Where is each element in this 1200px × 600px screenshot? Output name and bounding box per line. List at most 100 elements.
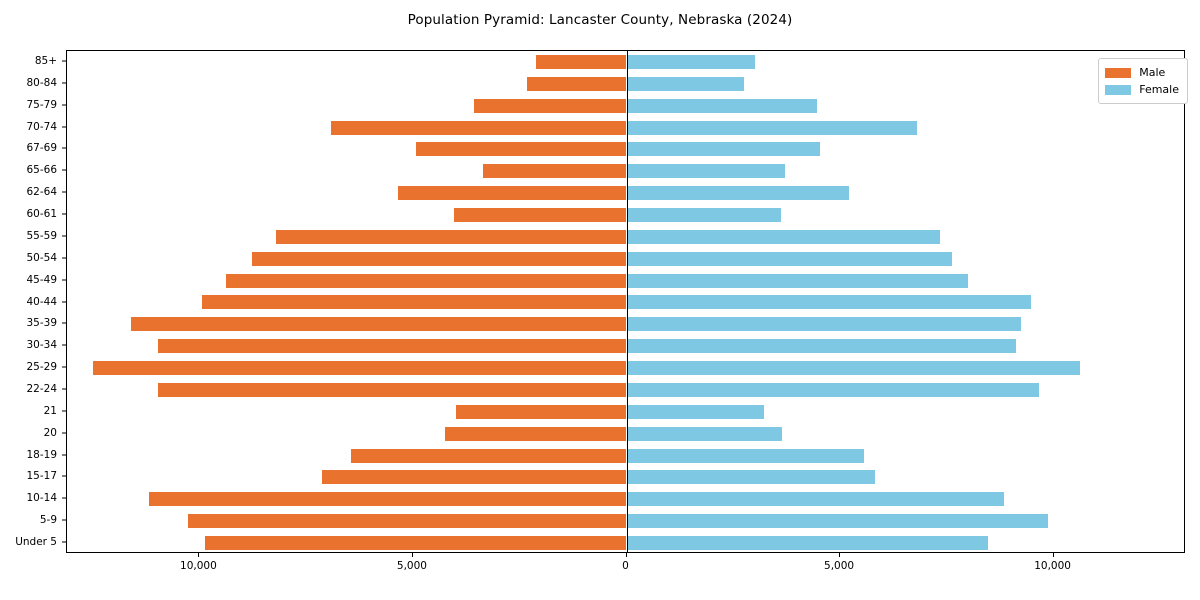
bar-male-55-59 [276, 229, 627, 244]
y-tick-mark [62, 147, 66, 149]
bar-row [67, 226, 1184, 248]
bar-female-80-84 [626, 76, 745, 91]
bars-layer [67, 51, 1184, 552]
y-tick-label: 5-9 [39, 514, 57, 527]
bar-row [67, 117, 1184, 139]
bar-row [67, 401, 1184, 423]
bar-female-60-61 [626, 208, 781, 222]
bar-female-70-74 [626, 120, 918, 135]
bar-female-55-59 [626, 229, 941, 244]
y-axis: 85+ 80-84 75-79 70-74 67-69 65-66 62-64 60-61 55… [0, 50, 66, 553]
bar-male-65-66 [483, 164, 627, 179]
bar-row [67, 292, 1184, 314]
bar-row [67, 510, 1184, 532]
legend-swatch-icon [1105, 84, 1132, 95]
chart-legend: Male Female [1098, 58, 1188, 104]
bar-female-5-9 [626, 514, 1048, 529]
y-tick-mark [62, 301, 66, 302]
bar-male-80-84 [526, 76, 627, 91]
bar-male-20 [445, 426, 627, 441]
y-tick-mark [62, 410, 66, 412]
bar-male-30-34 [157, 339, 627, 354]
bar-male-5-9 [188, 514, 627, 529]
x-tick-label: 5,000 [396, 560, 427, 572]
x-axis: 10,000 5,000 0 5,000 10,000 [66, 553, 1185, 593]
y-tick-mark [62, 519, 66, 521]
bar-female-62-64 [626, 186, 850, 201]
bar-male-40-44 [201, 295, 627, 310]
bar-row [67, 423, 1184, 445]
bar-male-85- [535, 54, 627, 69]
y-tick-mark [62, 235, 66, 237]
y-tick-label: 25-29 [26, 361, 57, 374]
y-tick-mark [62, 257, 66, 259]
bar-row [67, 138, 1184, 160]
bar-row [67, 51, 1184, 73]
legend-label: Female [1139, 83, 1179, 96]
bar-male-under-5 [204, 536, 627, 551]
y-tick-mark [62, 344, 66, 346]
bar-row [67, 270, 1184, 292]
y-tick-mark [62, 104, 66, 106]
bar-row [67, 379, 1184, 401]
bar-male-25-29 [92, 361, 627, 376]
bar-row [67, 313, 1184, 335]
bar-row [67, 488, 1184, 510]
bar-female-45-49 [626, 273, 968, 288]
y-tick-label: 65-66 [26, 164, 57, 177]
y-tick-mark [62, 82, 66, 84]
x-tick-mark [411, 553, 413, 557]
y-tick-mark [62, 475, 66, 477]
bar-female-30-34 [626, 339, 1016, 354]
x-tick-label: 10,000 [180, 560, 217, 572]
y-tick-label: 62-64 [26, 186, 57, 199]
y-tick-label: 21 [43, 404, 57, 417]
y-tick-label: 45-49 [26, 273, 57, 286]
bar-female-35-39 [626, 317, 1021, 332]
x-tick-label: 0 [622, 560, 629, 572]
bar-male-35-39 [131, 317, 627, 332]
plot-area [66, 50, 1185, 553]
bar-male-15-17 [322, 470, 627, 485]
bar-female-50-54 [626, 251, 952, 266]
bar-female-67-69 [626, 142, 821, 157]
bar-male-67-69 [416, 142, 627, 157]
bar-row [67, 335, 1184, 357]
bar-row [67, 445, 1184, 467]
legend-item-male[interactable]: Male [1105, 64, 1179, 81]
bar-row [67, 182, 1184, 204]
y-tick-label: 22-24 [26, 382, 57, 395]
x-tick-mark [839, 553, 841, 557]
x-tick-mark [1052, 553, 1054, 557]
bar-female-85- [626, 54, 756, 69]
bar-female-20 [626, 426, 782, 441]
bar-male-60-61 [454, 208, 627, 222]
bar-male-22-24 [157, 382, 627, 397]
y-tick-label: 75-79 [26, 98, 57, 111]
bar-female-10-14 [626, 492, 1004, 507]
y-tick-mark [62, 454, 66, 456]
bar-row [67, 532, 1184, 554]
x-tick-mark [625, 553, 627, 557]
bar-row [67, 248, 1184, 270]
legend-item-female[interactable]: Female [1105, 81, 1179, 98]
y-tick-label: Under 5 [15, 536, 57, 549]
bar-male-75-79 [474, 98, 627, 113]
y-tick-mark [62, 169, 66, 171]
y-tick-label: 50-54 [26, 251, 57, 264]
bar-male-62-64 [398, 186, 627, 201]
y-tick-label: 10-14 [26, 492, 57, 505]
y-tick-label: 85+ [34, 54, 57, 67]
x-tick-mark [198, 553, 200, 557]
bar-female-18-19 [626, 448, 865, 463]
y-tick-mark [62, 432, 66, 434]
bar-row [67, 467, 1184, 489]
bar-female-75-79 [626, 98, 817, 113]
y-tick-label: 40-44 [26, 295, 57, 308]
bar-female-21 [626, 404, 764, 419]
y-tick-label: 67-69 [26, 142, 57, 155]
y-tick-label: 60-61 [26, 208, 57, 221]
y-tick-mark [62, 366, 66, 368]
y-tick-label: 18-19 [26, 448, 57, 461]
y-tick-mark [62, 322, 66, 324]
